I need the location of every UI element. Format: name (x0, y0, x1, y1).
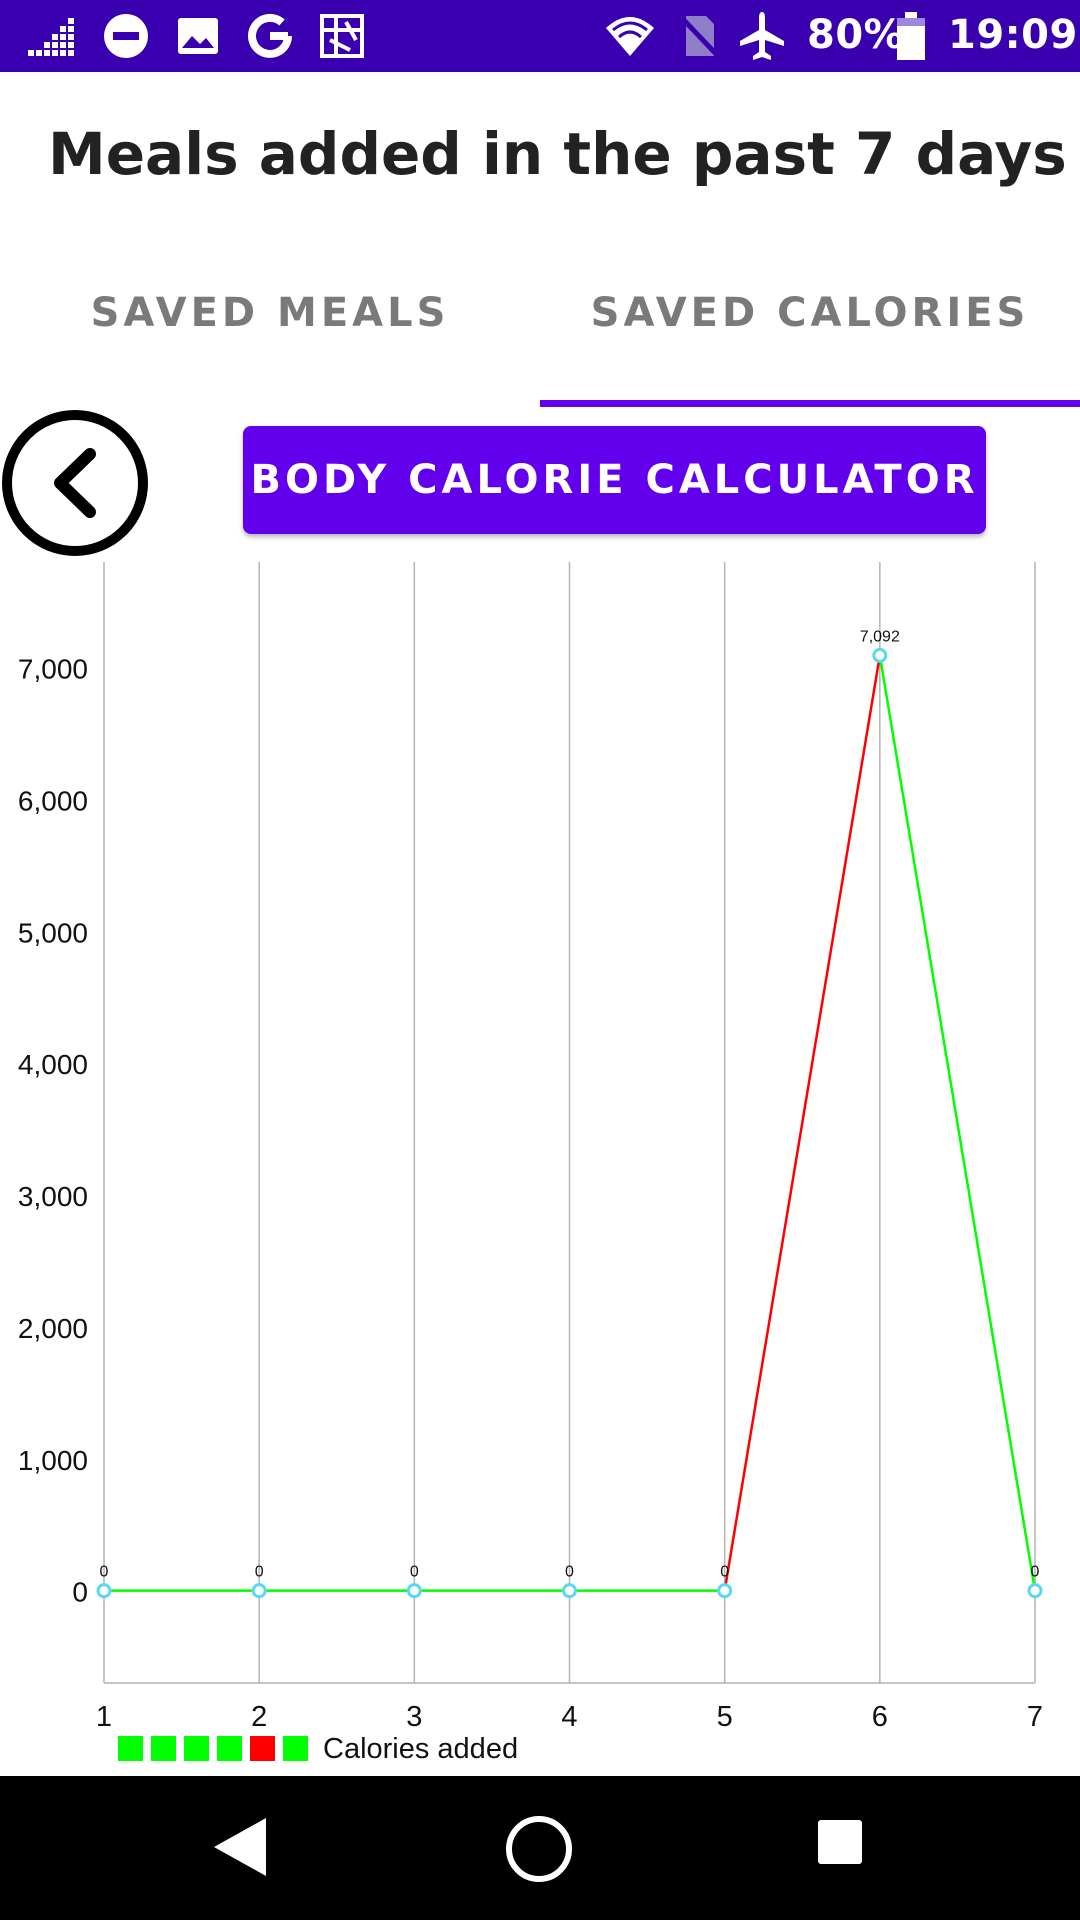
data-value-label: 7,092 (860, 628, 900, 645)
page-title: Meals added in the past 7 days (48, 120, 1067, 188)
calories-line-chart: 0 1,000 2,000 3,000 4,000 5,000 6,000 7,000 1 2 3 4… (18, 562, 1043, 1765)
series-line-segment (878, 655, 1037, 1591)
y-tick-label: 2,000 (18, 1313, 88, 1344)
data-point (1027, 1583, 1043, 1599)
data-point (406, 1583, 422, 1599)
app-icon (320, 14, 364, 58)
status-bar: 80% 19:09 (0, 0, 1080, 72)
chevron-left-circle-icon (2, 410, 148, 556)
back-button[interactable] (2, 410, 148, 556)
x-tick-label: 7 (1027, 1701, 1043, 1733)
data-value-label: 0 (255, 1564, 264, 1581)
home-circle-icon[interactable] (504, 1814, 574, 1884)
no-sim-icon (678, 14, 720, 58)
y-tick-label: 6,000 (18, 785, 88, 816)
x-tick-label: 2 (251, 1701, 267, 1733)
legend-swatch (151, 1736, 176, 1761)
battery-icon (897, 12, 925, 60)
legend-swatch (217, 1736, 242, 1761)
recents-square-icon[interactable] (816, 1818, 864, 1866)
tab-saved-meals[interactable]: SAVED MEALS (90, 290, 450, 336)
data-value-label: 0 (1031, 1564, 1040, 1581)
legend-swatch (118, 1736, 143, 1761)
tab-saved-calories[interactable]: SAVED CALORIES (590, 290, 1030, 336)
battery-percentage: 80% (807, 12, 905, 58)
y-tick-label: 7,000 (18, 654, 88, 685)
x-tick-label: 4 (561, 1701, 577, 1733)
legend-label: Calories added (323, 1733, 518, 1765)
legend-swatch (184, 1736, 209, 1761)
data-point (562, 1583, 577, 1599)
y-tick-label: 4,000 (18, 1049, 88, 1080)
signal-bars-icon (28, 18, 74, 56)
do-not-disturb-icon (104, 14, 148, 58)
y-tick-label: 0 (72, 1577, 88, 1608)
data-value-label: 0 (720, 1564, 729, 1581)
data-point (96, 1583, 112, 1599)
legend-swatch (250, 1736, 275, 1761)
wifi-icon (606, 17, 654, 56)
body-calorie-calculator-button[interactable]: BODY CALORIE CALCULATOR (243, 426, 986, 534)
data-point (251, 1583, 267, 1599)
y-tick-label: 5,000 (18, 917, 88, 948)
tab-indicator (540, 400, 1080, 407)
data-point (872, 647, 888, 663)
x-tick-label: 1 (96, 1701, 112, 1733)
y-tick-label: 3,000 (18, 1181, 88, 1212)
image-icon (178, 18, 218, 54)
data-value-label: 0 (410, 1564, 419, 1581)
google-icon (248, 13, 292, 58)
legend-swatch (283, 1736, 308, 1761)
series-line-segment (723, 655, 882, 1591)
back-triangle-icon[interactable] (206, 1814, 272, 1880)
navigation-bar (0, 1776, 1080, 1920)
x-tick-label: 5 (717, 1701, 733, 1733)
data-value-label: 0 (565, 1564, 574, 1581)
clock: 19:09 (948, 12, 1078, 58)
y-tick-label: 1,000 (18, 1445, 88, 1476)
calculator-button-label: BODY CALORIE CALCULATOR (250, 457, 979, 503)
x-tick-label: 3 (406, 1701, 422, 1733)
data-value-label: 0 (100, 1564, 109, 1581)
data-point (717, 1583, 733, 1599)
x-tick-label: 6 (872, 1701, 888, 1733)
airplane-icon (740, 12, 784, 60)
